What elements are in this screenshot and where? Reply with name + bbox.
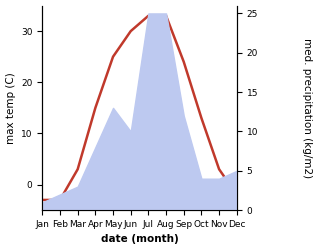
Y-axis label: med. precipitation (kg/m2): med. precipitation (kg/m2) [302, 38, 313, 178]
X-axis label: date (month): date (month) [101, 234, 178, 244]
Y-axis label: max temp (C): max temp (C) [5, 72, 16, 144]
